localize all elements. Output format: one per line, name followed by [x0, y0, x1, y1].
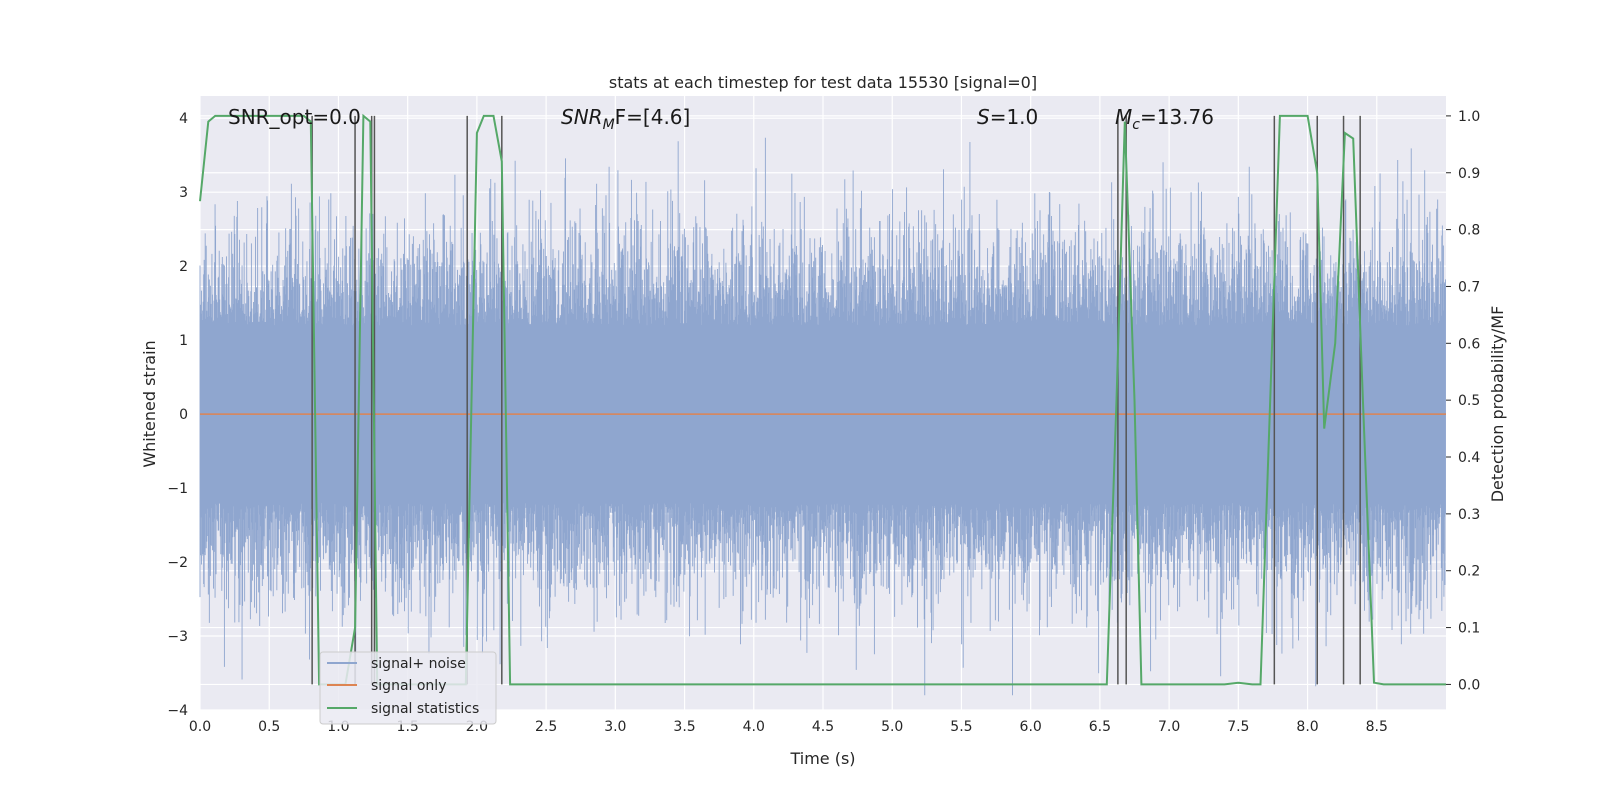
y-right-tick-label: 0.3 [1458, 507, 1480, 523]
x-axis-title: Time (s) [789, 749, 855, 768]
chart-title: stats at each timestep for test data 155… [609, 73, 1037, 92]
signal-statistics-series [199, 113, 1446, 686]
y-right-tick-label: 0.6 [1458, 336, 1480, 352]
annotation-snr-mf: SNRMF=[4.6] [561, 105, 690, 133]
y-axis-title-left: Whitened strain [140, 340, 159, 467]
noise-trace [199, 137, 1446, 696]
y-left-tick-label: 4 [179, 111, 188, 127]
x-tick-label: 0.5 [258, 719, 280, 735]
y-left-tick-label: −3 [167, 629, 188, 645]
annotation-mc-sub: c [1132, 117, 1140, 133]
y-left-tick-label: −1 [167, 481, 188, 497]
y-left-tick-label: −4 [167, 703, 188, 719]
annotation-mc-tail: =13.76 [1140, 105, 1214, 129]
annotation-mc: Mc=13.76 [1115, 105, 1214, 133]
x-tick-label: 8.5 [1366, 719, 1388, 735]
x-tick-label: 4.5 [812, 719, 834, 735]
x-tick-label: 6.0 [1020, 719, 1042, 735]
y-right-tick-label: 0.8 [1458, 223, 1480, 239]
legend-box [319, 651, 497, 725]
legend-label-noise: signal+ noise [371, 656, 466, 672]
annotation-snr-opt: SNR_opt=0.0 [228, 105, 361, 129]
x-tick-label: 0.0 [189, 719, 211, 735]
y-right-tick-label: 0.4 [1458, 450, 1480, 466]
ticks: 0.0 0.5 1.0 1.5 2.0 2.5 3.0 3.5 4.0 4.5 5.0 5.5 6.0 6… [167, 109, 1480, 735]
y-right-tick-label: 0.1 [1458, 621, 1480, 637]
annotation-snr-mf-main: SNR [561, 105, 603, 129]
legend-label-stats: signal statistics [371, 701, 479, 717]
legend-label-signal: signal only [371, 678, 446, 694]
x-tick-label: 5.0 [881, 719, 903, 735]
y-right-tick-label: 0.7 [1458, 279, 1480, 295]
y-left-tick-label: 1 [179, 333, 188, 349]
y-left-tick-label: 3 [179, 185, 188, 201]
legend: signal+ noise signal only signal statist… [319, 651, 497, 725]
y-right-tick-label: 0.5 [1458, 393, 1480, 409]
annotation-s: S=1.0 [977, 105, 1038, 129]
annotation-s-main: S [977, 105, 990, 129]
x-tick-label: 8.0 [1296, 719, 1318, 735]
x-tick-label: 3.5 [673, 719, 695, 735]
x-tick-label: 4.0 [743, 719, 765, 735]
annotation-s-tail: =1.0 [990, 105, 1039, 129]
x-tick-label: 7.5 [1227, 719, 1249, 735]
y-right-tick-label: 0.9 [1458, 166, 1480, 182]
y-left-tick-label: 0 [179, 407, 188, 423]
x-tick-label: 2.5 [535, 719, 557, 735]
annotation-snr-mf-sub: M [603, 117, 615, 133]
y-right-tick-label: 0.0 [1458, 677, 1480, 693]
x-tick-label: 7.0 [1158, 719, 1180, 735]
y-left-tick-label: 2 [179, 259, 188, 275]
x-tick-label: 5.5 [950, 719, 972, 735]
y-right-tick-label: 1.0 [1458, 109, 1480, 125]
x-tick-label: 6.5 [1089, 719, 1111, 735]
y-axis-title-right: Detection probability/MF [1488, 306, 1507, 503]
annotation-snr-mf-tail: F=[4.6] [615, 105, 691, 129]
x-tick-label: 3.0 [604, 719, 626, 735]
noise-series [199, 137, 1446, 696]
y-right-tick-label: 0.2 [1458, 564, 1480, 580]
signal-statistics-line [199, 113, 1446, 686]
y-left-tick-label: −2 [167, 555, 188, 571]
annotation-mc-main: M [1115, 105, 1132, 129]
